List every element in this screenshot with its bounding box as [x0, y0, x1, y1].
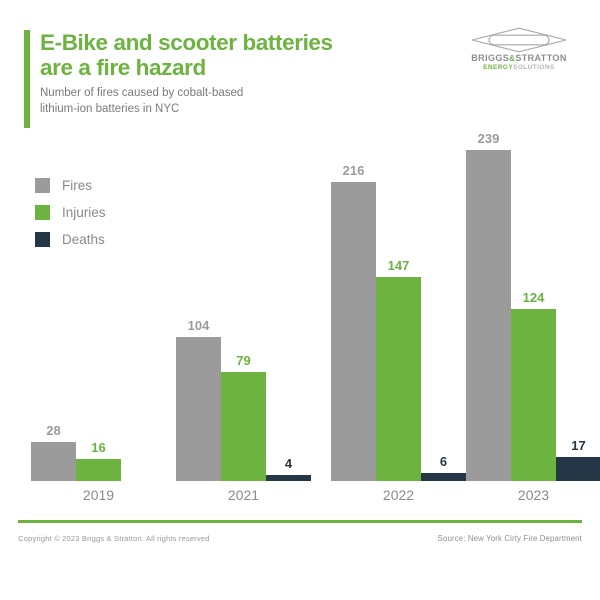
- bar-injuries-2023: 124: [511, 121, 556, 481]
- title-accent-bar: [24, 30, 30, 128]
- bar-fires-2023: 239: [466, 121, 511, 481]
- x-axis-label-2022: 2022: [382, 487, 415, 503]
- page-title: E-Bike and scooter batteries are a fire …: [40, 30, 333, 81]
- header: E-Bike and scooter batteries are a fire …: [24, 30, 444, 130]
- x-axis-label-2023: 2023: [517, 487, 550, 503]
- legend-item-deaths: Deaths: [35, 226, 106, 253]
- bar-fires-2022: 216: [331, 121, 376, 481]
- bar-value-injuries-2021: 79: [236, 352, 251, 368]
- bar-rect-fires-2023: [466, 150, 511, 481]
- logo-wordmark-left: BRIGGS: [471, 53, 510, 63]
- bar-value-injuries-2019: 16: [91, 439, 106, 455]
- bar-rect-injuries-2019: [76, 458, 121, 481]
- x-axis-label-2021: 2021: [227, 487, 260, 503]
- bar-value-fires-2023: 239: [477, 131, 500, 147]
- bar-value-injuries-2022: 147: [387, 258, 410, 274]
- bar-fires-2021: 104: [176, 121, 221, 481]
- legend-item-injuries: Injuries: [35, 199, 106, 226]
- bar-deaths-2021: 4: [266, 121, 311, 481]
- header-text: E-Bike and scooter batteries are a fire …: [40, 30, 440, 117]
- bar-rect-fires-2022: [331, 181, 376, 481]
- bar-fires-2019: 28: [31, 121, 76, 481]
- bar-injuries-2019: 16: [76, 121, 121, 481]
- bar-rect-deaths-2021: [266, 475, 311, 481]
- logo-wordmark: BRIGGS&STRATTON: [455, 53, 583, 63]
- bar-value-fires-2022: 216: [342, 162, 365, 178]
- legend-label-fires: Fires: [62, 178, 92, 193]
- bar-value-deaths-2023: 17: [571, 438, 586, 454]
- legend-swatch-fires: [35, 178, 50, 193]
- legend-label-injuries: Injuries: [62, 205, 106, 220]
- bar-rect-injuries-2021: [221, 371, 266, 481]
- bar-injuries-2021: 79: [221, 121, 266, 481]
- bar-value-deaths-2021: 4: [284, 456, 293, 472]
- legend-swatch-deaths: [35, 232, 50, 247]
- bar-rect-deaths-2023: [556, 457, 600, 481]
- logo-tagline-energy: ENERGY: [483, 64, 514, 71]
- bar-rect-injuries-2022: [376, 277, 421, 481]
- bar-deaths-2022: 6: [421, 121, 466, 481]
- source-text: Source: New York Cirty Fire Department: [437, 534, 582, 543]
- bar-value-fires-2021: 104: [187, 318, 210, 333]
- bar-value-injuries-2023: 124: [522, 290, 545, 306]
- copyright-text: Copyright © 2023 Briggs & Stratton. All …: [18, 534, 210, 543]
- bar-rect-deaths-2022: [421, 472, 466, 481]
- bar-group-2023: 239 124 17 2023: [466, 121, 600, 503]
- bar-rect-fires-2021: [176, 337, 221, 481]
- brand-logo: BRIGGS&STRATTON ENERGYSOLUTIONS: [455, 27, 583, 75]
- bar-group-2022: 216 147 6 2022: [331, 121, 466, 503]
- page-subtitle: Number of fires caused by cobalt-based l…: [40, 87, 244, 115]
- logo-tagline-solutions: SOLUTIONS: [513, 64, 555, 71]
- legend-item-fires: Fires: [35, 172, 106, 199]
- chart-legend: Fires Injuries Deaths: [35, 172, 106, 253]
- legend-label-deaths: Deaths: [62, 232, 105, 247]
- legend-swatch-injuries: [35, 205, 50, 220]
- bar-value-deaths-2022: 6: [439, 453, 448, 469]
- footer-divider: [18, 520, 582, 523]
- logo-wordmark-ampersand: &: [509, 54, 516, 63]
- x-axis-label-2019: 2019: [82, 487, 115, 503]
- briggs-stratton-diamond-icon: [463, 27, 575, 53]
- bar-chart: 28 16 2019 104 79 4 2021 216 147 6 2022 239 124 17 202…: [0, 121, 600, 503]
- logo-wordmark-right: STRATTON: [515, 53, 567, 63]
- bar-group-2019: 28 16 2019: [31, 121, 166, 503]
- logo-tagline: ENERGYSOLUTIONS: [455, 64, 583, 71]
- bar-group-2021: 104 79 4 2021: [176, 121, 311, 503]
- bar-rect-fires-2019: [31, 442, 76, 481]
- bar-deaths-2019: [121, 121, 166, 481]
- bar-injuries-2022: 147: [376, 121, 421, 481]
- bar-rect-injuries-2023: [511, 309, 556, 481]
- bar-value-fires-2019: 28: [46, 423, 61, 439]
- bar-deaths-2023: 17: [556, 121, 600, 481]
